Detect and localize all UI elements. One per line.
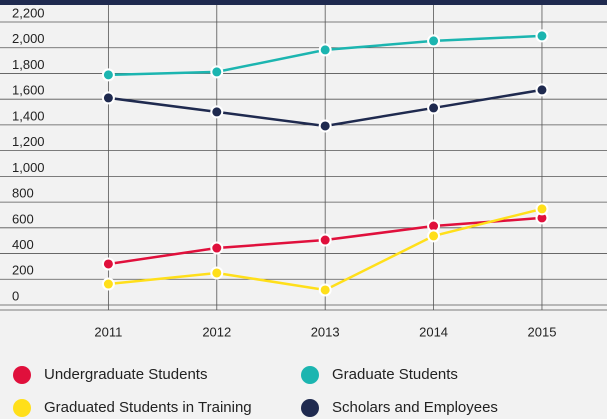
x-tick-label: 2011 [94, 324, 122, 339]
legend-swatch [13, 366, 31, 384]
data-point [101, 91, 115, 105]
data-point [101, 277, 115, 291]
y-tick-label: 600 [12, 211, 34, 226]
data-point [535, 202, 549, 216]
legend-label: Scholars and Employees [332, 399, 498, 416]
legend-label: Graduate Students [332, 366, 458, 383]
data-point [318, 119, 332, 133]
y-tick-label: 200 [12, 263, 34, 278]
data-point [427, 229, 441, 243]
x-tick-label: 2014 [419, 324, 448, 339]
y-tick-label: 1,600 [12, 83, 45, 98]
data-point [427, 34, 441, 48]
data-point [318, 233, 332, 247]
data-point [101, 257, 115, 271]
y-tick-label: 0 [12, 288, 19, 303]
legend-swatch [301, 366, 319, 384]
x-tick-label: 2013 [311, 324, 340, 339]
data-point [210, 65, 224, 79]
data-point [427, 101, 441, 115]
y-tick-label: 1,200 [12, 134, 45, 149]
data-point [318, 43, 332, 57]
data-point [101, 68, 115, 82]
data-point [318, 283, 332, 297]
data-point [210, 105, 224, 119]
top-bar [0, 0, 607, 5]
y-tick-label: 1,000 [12, 160, 45, 175]
legend-swatch [13, 399, 31, 417]
y-tick-label: 400 [12, 237, 34, 252]
y-tick-label: 1,800 [12, 57, 45, 72]
data-point [210, 266, 224, 280]
legend-label: Undergraduate Students [44, 366, 207, 383]
data-point [535, 29, 549, 43]
y-tick-label: 2,000 [12, 31, 45, 46]
data-point [535, 83, 549, 97]
x-tick-label: 2015 [528, 324, 557, 339]
legend-swatch [301, 399, 319, 417]
y-tick-label: 2,200 [12, 5, 45, 20]
y-tick-label: 800 [12, 186, 34, 201]
data-point [210, 241, 224, 255]
y-tick-label: 1,400 [12, 108, 45, 123]
x-tick-label: 2012 [202, 324, 231, 339]
legend-label: Graduated Students in Training [44, 399, 252, 416]
